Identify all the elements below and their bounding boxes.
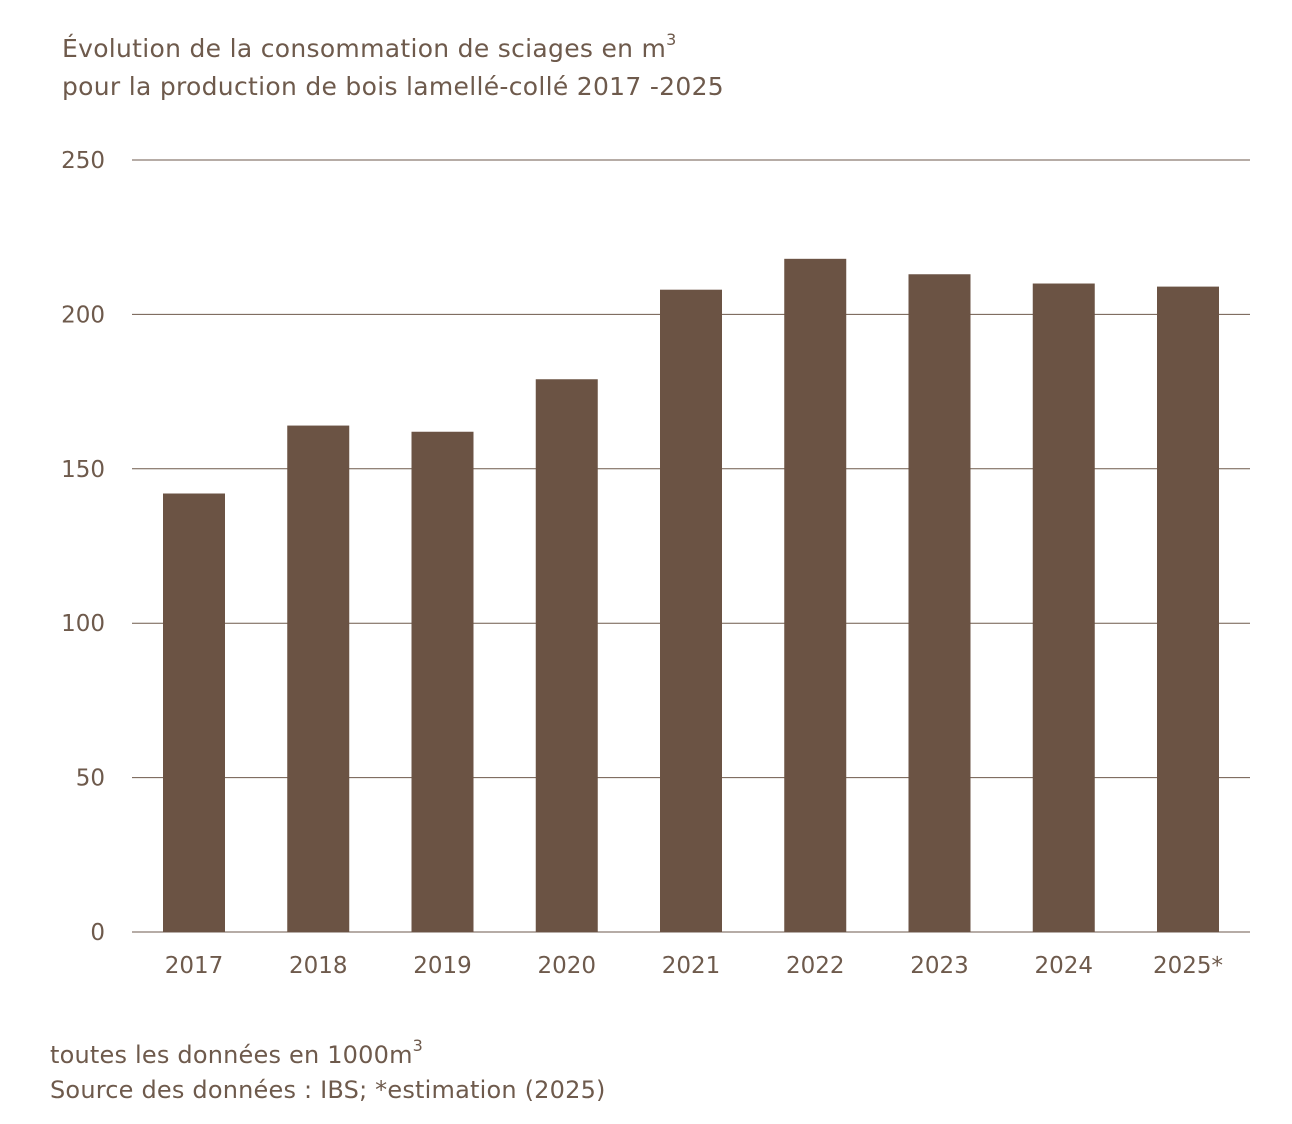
- bar-2018: [287, 425, 350, 932]
- x-tick-label-2020: 2020: [537, 953, 596, 979]
- bar-2019: [411, 431, 474, 932]
- x-tick-label-2022: 2022: [786, 953, 845, 979]
- x-tick-label-2024: 2024: [1034, 953, 1093, 979]
- y-axis-tick-labels: 0 50 100 150 200 250: [61, 148, 105, 946]
- y-tick-label-250: 250: [61, 148, 105, 174]
- units-note-text: toutes les données en 1000m: [50, 1041, 413, 1069]
- y-tick-label-200: 200: [61, 302, 105, 328]
- x-tick-label-2023: 2023: [910, 953, 969, 979]
- x-axis-tick-labels: 2017 2018 2019 2020 2021 2022 2023 2024 2025*: [165, 953, 1223, 979]
- y-tick-label-150: 150: [61, 457, 105, 483]
- bar-2024: [1032, 283, 1095, 932]
- bar-2023: [908, 274, 971, 933]
- x-tick-label-2025: 2025*: [1153, 953, 1223, 979]
- bar-2020: [535, 379, 598, 932]
- chart-title-line-2: pour la production de bois lamellé-collé…: [62, 72, 724, 101]
- y-tick-label-100: 100: [61, 611, 105, 637]
- x-tick-label-2018: 2018: [289, 953, 348, 979]
- bar-2021: [660, 289, 722, 932]
- chart-title-superscript: 3: [666, 29, 677, 49]
- chart-title-line-1: Évolution de la consommation de sciages …: [62, 30, 724, 68]
- bar-2017: [163, 493, 225, 932]
- source-note: Source des données : IBS; *estimation (2…: [50, 1076, 606, 1104]
- chart-title: Évolution de la consommation de sciages …: [62, 30, 724, 106]
- x-tick-label-2021: 2021: [662, 953, 721, 979]
- chart-footnote: toutes les données en 1000m3 Source des …: [50, 1038, 606, 1108]
- x-tick-label-2019: 2019: [413, 953, 472, 979]
- units-note-superscript: 3: [412, 1036, 424, 1055]
- units-note: toutes les données en 1000m3: [50, 1038, 606, 1073]
- y-tick-label-50: 50: [76, 766, 105, 792]
- bar-2022: [784, 258, 847, 932]
- chart-title-line-1-text: Évolution de la consommation de sciages …: [62, 34, 667, 63]
- bar-2025: [1157, 286, 1219, 932]
- bars: [163, 258, 1219, 933]
- x-tick-label-2017: 2017: [165, 953, 224, 979]
- y-tick-label-0: 0: [90, 920, 105, 946]
